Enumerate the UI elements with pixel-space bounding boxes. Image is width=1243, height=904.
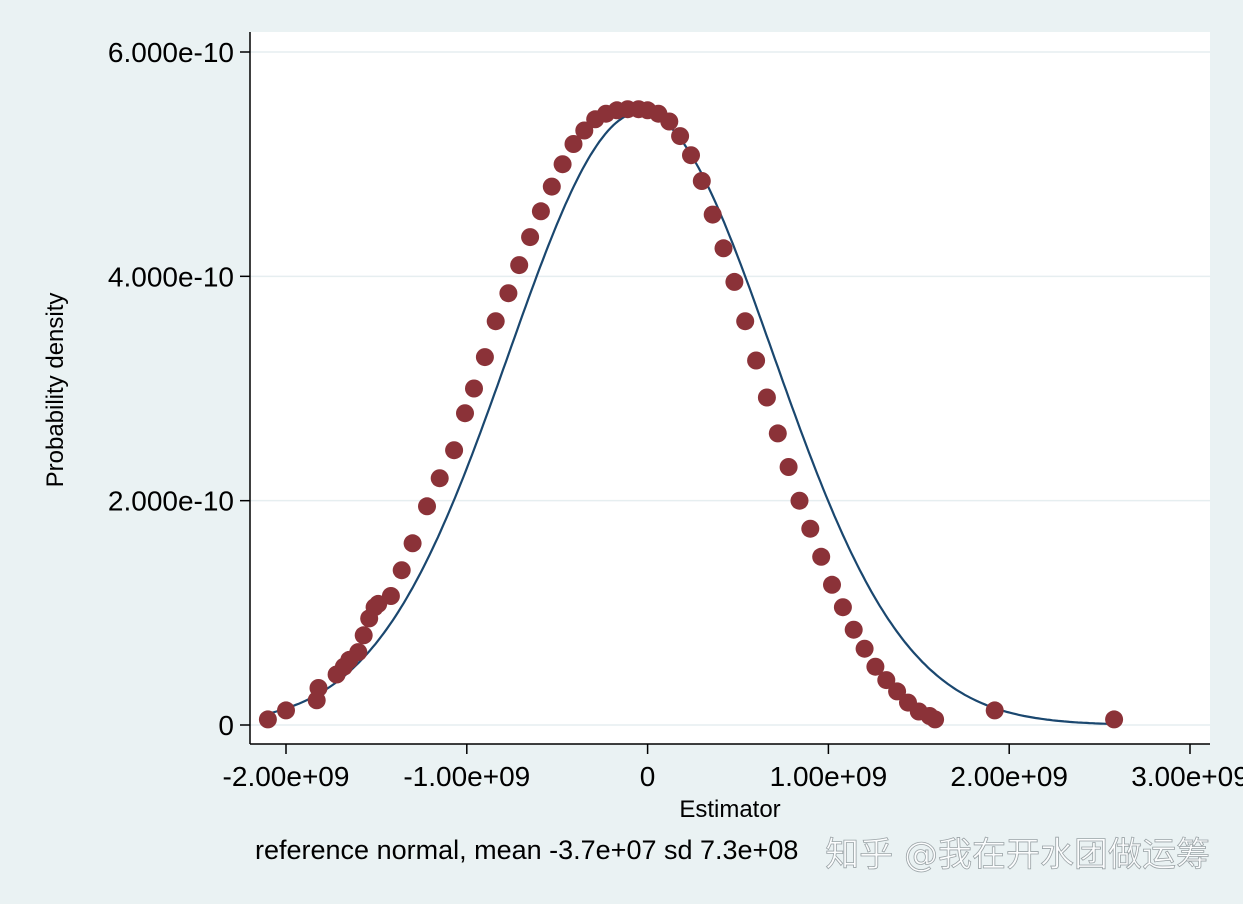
x-axis-ticks: -2.00e+09 -1.00e+09 0 1.00e+09 2.00e+09 3.00e… [223, 744, 1243, 792]
data-point [456, 404, 474, 423]
data-point [531, 202, 550, 221]
data-point [403, 534, 422, 553]
y-axis-ticks: 0 2.000e-10 4.000e-10 6.000e-10 [108, 37, 250, 741]
data-point [801, 519, 820, 538]
data-point [510, 256, 529, 275]
data-point [682, 146, 700, 165]
data-point [258, 710, 277, 729]
y-tick-label: 6.000e-10 [108, 37, 234, 68]
data-point [553, 155, 572, 174]
x-tick-label: 0 [640, 761, 656, 792]
data-point [1105, 710, 1124, 729]
data-point [703, 205, 722, 224]
data-point [309, 679, 328, 697]
y-tick-label: 2.000e-10 [108, 486, 234, 517]
reference-note: reference normal, mean -3.7e+07 sd 7.3e+… [255, 835, 798, 865]
data-point [714, 239, 733, 258]
data-point [833, 598, 852, 617]
data-point [277, 701, 295, 720]
x-tick-label: 2.00e+09 [950, 761, 1068, 792]
data-point [888, 682, 907, 701]
data-point [521, 228, 540, 247]
data-point [486, 312, 505, 331]
data-point [445, 441, 464, 460]
data-point [430, 469, 449, 488]
data-point [564, 135, 583, 153]
data-point [823, 575, 841, 594]
x-tick-label: 3.00e+09 [1131, 761, 1243, 792]
data-point [392, 561, 411, 580]
data-point [542, 177, 561, 196]
data-point [866, 657, 885, 676]
y-tick-label: 0 [218, 710, 234, 741]
data-point [575, 121, 594, 140]
data-point [725, 272, 744, 291]
data-point [812, 547, 831, 566]
x-tick-label: 1.00e+09 [770, 761, 888, 792]
data-point [985, 701, 1004, 720]
data-point [475, 348, 494, 367]
data-point [692, 172, 711, 190]
density-points [258, 100, 1124, 729]
y-axis-title: Probability density [42, 293, 69, 488]
x-axis-title: Estimator [679, 796, 780, 823]
data-point [926, 710, 945, 729]
data-point [790, 491, 809, 510]
data-point [779, 458, 798, 476]
y-tick-label: 4.000e-10 [108, 261, 234, 292]
data-point [757, 388, 776, 407]
x-tick-label: -1.00e+09 [403, 761, 530, 792]
data-point [747, 351, 766, 370]
plot-area [250, 32, 1210, 744]
data-point [465, 379, 483, 398]
data-point [768, 424, 787, 443]
data-point [736, 312, 755, 331]
data-point [418, 497, 436, 516]
data-point [354, 626, 373, 645]
data-point [877, 671, 896, 690]
data-point [381, 587, 400, 605]
data-point [855, 639, 874, 658]
watermark: 知乎 @我在开水团做运筹 [825, 835, 1210, 875]
data-point [349, 643, 368, 662]
data-point [671, 127, 690, 146]
data-point [844, 620, 863, 639]
x-tick-label: -2.00e+09 [223, 761, 350, 792]
data-point [660, 112, 679, 131]
data-point [499, 284, 518, 303]
